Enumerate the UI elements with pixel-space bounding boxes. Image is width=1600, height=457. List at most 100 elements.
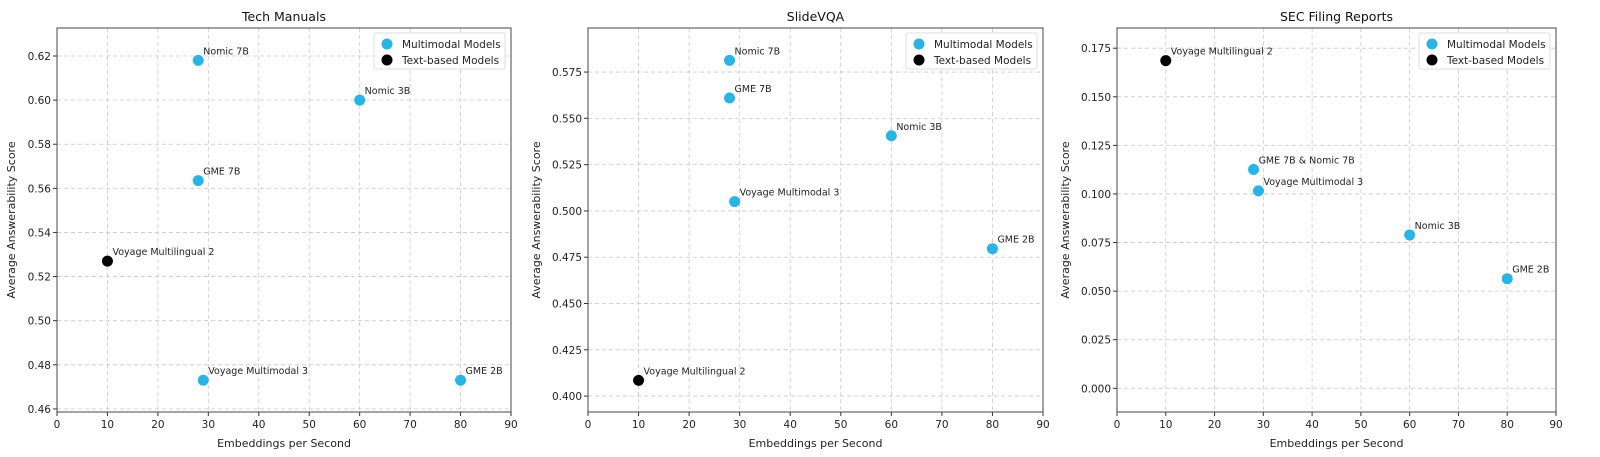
point-label: Nomic 3B [365, 86, 411, 97]
point-label: GME 7B & Nomic 7B [1259, 155, 1355, 166]
y-tick-label: 0.000 [1081, 383, 1111, 395]
point-label: Voyage Multilingual 2 [1171, 47, 1273, 58]
x-tick-label: 50 [303, 419, 316, 431]
legend: Multimodal Models Text-based Models [373, 32, 506, 70]
point-label: Nomic 7B [735, 46, 781, 57]
point-label: Voyage Multilingual 2 [644, 366, 746, 377]
legend-marker [381, 54, 393, 66]
y-axis-label: Average Answerability Score [5, 141, 18, 298]
y-tick-label: 0.025 [1081, 335, 1111, 347]
x-tick-label: 90 [504, 419, 517, 431]
x-tick-label: 60 [1403, 419, 1416, 431]
legend-box [373, 32, 506, 70]
legend: Multimodal Models Text-based Models [905, 32, 1038, 70]
x-tick-label: 80 [454, 419, 467, 431]
y-tick-label: 0.62 [28, 51, 51, 63]
point-label: Nomic 3B [896, 122, 942, 133]
legend-label: Multimodal Models [1447, 39, 1546, 51]
y-tick-label: 0.500 [552, 206, 582, 218]
chart-1: 0 10 20 30 40 50 60 70 80 90 0.400 0.425 0.450 0.475 0… [530, 9, 1050, 450]
x-axis-label: Embeddings per Second [749, 437, 883, 450]
data-point [724, 92, 736, 104]
legend-label: Multimodal Models [402, 39, 501, 51]
point-label: GME 2B [1512, 265, 1549, 276]
y-tick-label: 0.100 [1081, 189, 1111, 201]
x-tick-label: 0 [585, 419, 592, 431]
data-point [101, 255, 113, 267]
point-label: Voyage Multimodal 3 [208, 366, 308, 377]
data-point [729, 196, 741, 208]
data-point [724, 54, 736, 66]
legend-marker [913, 54, 925, 66]
data-point [455, 374, 467, 386]
y-tick-label: 0.54 [28, 227, 52, 239]
data-point [986, 243, 998, 255]
legend-marker [1426, 54, 1438, 66]
chart-0: 0 10 20 30 40 50 60 70 80 90 0.46 0.48 0.50 0.52 0.54 0… [5, 9, 518, 450]
y-tick-label: 0.575 [552, 67, 582, 79]
y-tick-label: 0.475 [552, 252, 582, 264]
x-tick-label: 20 [151, 419, 164, 431]
point-label: Voyage Multilingual 2 [112, 247, 214, 258]
y-tick-label: 0.425 [552, 345, 582, 357]
y-tick-label: 0.50 [28, 316, 51, 328]
chart-title: Tech Manuals [241, 9, 326, 24]
y-tick-label: 0.58 [28, 139, 51, 151]
x-tick-label: 50 [1354, 419, 1367, 431]
x-tick-label: 60 [353, 419, 366, 431]
x-tick-label: 30 [1257, 419, 1270, 431]
legend-label: Multimodal Models [934, 39, 1033, 51]
data-point [192, 54, 204, 66]
x-tick-label: 40 [784, 419, 797, 431]
point-label: Voyage Multimodal 3 [740, 188, 840, 199]
x-tick-label: 10 [632, 419, 645, 431]
y-tick-label: 0.550 [552, 113, 582, 125]
plot-frame [56, 27, 512, 413]
y-tick-label: 0.525 [552, 160, 582, 172]
x-tick-label: 70 [935, 419, 948, 431]
point-label: Nomic 7B [203, 46, 249, 57]
y-tick-label: 0.050 [1081, 286, 1111, 298]
x-tick-label: 0 [1114, 419, 1121, 431]
legend-label: Text-based Models [933, 55, 1031, 67]
chart-title: SEC Filing Reports [1280, 9, 1393, 24]
x-tick-label: 70 [1452, 419, 1465, 431]
y-tick-label: 0.150 [1081, 92, 1111, 104]
y-tick-label: 0.52 [28, 272, 51, 284]
data-point [192, 175, 204, 187]
x-tick-label: 90 [1549, 419, 1562, 431]
y-tick-label: 0.48 [28, 360, 51, 372]
y-tick-label: 0.400 [552, 391, 582, 403]
x-tick-label: 30 [202, 419, 215, 431]
data-point [197, 374, 209, 386]
legend-marker [913, 38, 925, 50]
x-tick-label: 80 [1501, 419, 1514, 431]
x-tick-label: 0 [54, 419, 61, 431]
plot-frame [587, 27, 1044, 413]
y-tick-label: 0.075 [1081, 238, 1111, 250]
y-tick-label: 0.450 [552, 299, 582, 311]
x-tick-label: 40 [252, 419, 265, 431]
data-point [885, 130, 897, 142]
y-tick-label: 0.175 [1081, 43, 1111, 55]
x-tick-label: 20 [682, 419, 695, 431]
x-tick-label: 50 [834, 419, 847, 431]
x-tick-label: 70 [403, 419, 416, 431]
y-tick-label: 0.60 [28, 95, 51, 107]
legend-marker [381, 38, 393, 50]
legend-label: Text-based Models [1446, 55, 1544, 67]
legend: Multimodal Models Text-based Models [1418, 32, 1551, 70]
legend-box [905, 32, 1038, 70]
data-point [1501, 273, 1513, 285]
point-label: GME 2B [997, 235, 1034, 246]
legend-box [1418, 32, 1551, 70]
y-axis-label: Average Answerability Score [1059, 141, 1072, 298]
point-label: GME 7B [735, 84, 772, 95]
x-tick-label: 10 [1159, 419, 1172, 431]
data-point [354, 94, 366, 106]
x-tick-label: 30 [733, 419, 746, 431]
x-tick-label: 40 [1305, 419, 1318, 431]
point-label: Voyage Multimodal 3 [1263, 177, 1363, 188]
data-point [1404, 229, 1416, 241]
data-point [1252, 185, 1264, 197]
